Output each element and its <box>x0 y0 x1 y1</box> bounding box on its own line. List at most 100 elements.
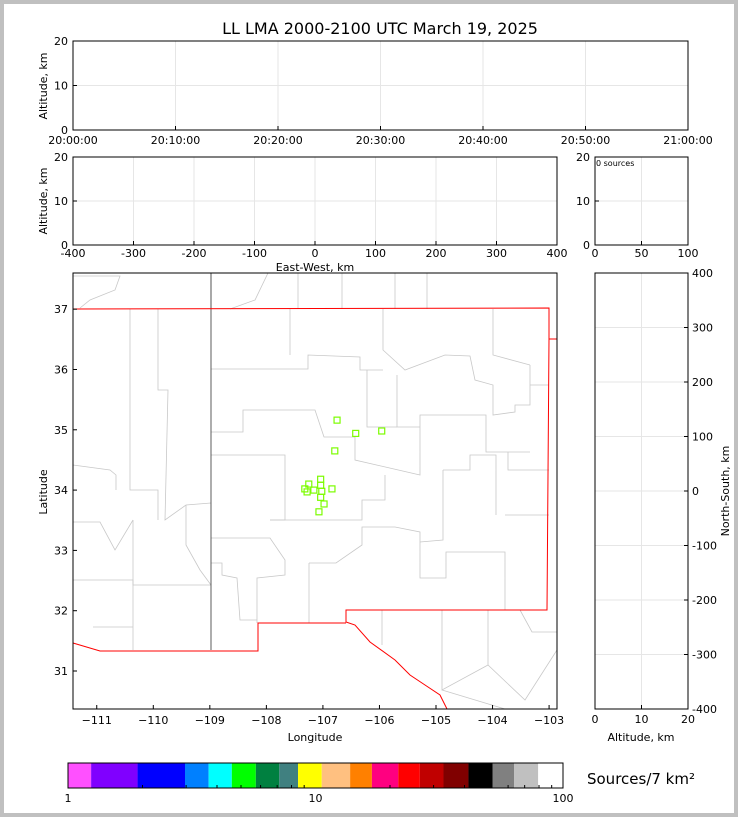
colorbar-segment <box>514 763 539 788</box>
y-tick-label: 20 <box>54 35 68 48</box>
x-axis-label: Altitude, km <box>607 731 674 744</box>
x-tick-label: 10 <box>635 713 649 726</box>
x-tick-label: 0 <box>312 247 319 260</box>
y-tick-label: -400 <box>692 703 717 716</box>
y-tick-label: 32 <box>54 605 68 618</box>
y-tick-label: 10 <box>576 195 590 208</box>
colorbar-segment <box>398 763 420 788</box>
y-axis-label: Altitude, km <box>37 52 50 119</box>
x-tick-label: −107 <box>308 714 338 727</box>
source-marker <box>378 427 386 435</box>
x-tick-label: 0 <box>592 247 599 260</box>
colorbar-segment <box>538 763 563 788</box>
x-tick-label: 0 <box>592 713 599 726</box>
y-axis-label: Altitude, km <box>37 167 50 234</box>
colorbar-segment <box>419 763 444 788</box>
colorbar-tick-label: 10 <box>309 792 323 805</box>
network-boundary <box>72 307 557 340</box>
y-tick-label: 0 <box>692 485 699 498</box>
plot-frame <box>594 156 689 246</box>
y-tick-label: 20 <box>54 151 68 164</box>
source-marker <box>317 493 325 501</box>
colorbar-frame <box>67 762 564 789</box>
plot-frame <box>594 272 689 710</box>
x-tick-label: 300 <box>486 247 507 260</box>
plan-view-map: −111 −110 −109 −108 −107 −106 −105 −104 −103 31 32… <box>37 272 564 744</box>
source-marker <box>318 487 326 495</box>
colorbar-segment <box>68 763 92 788</box>
x-tick-label: −108 <box>251 714 281 727</box>
x-tick-label: -200 <box>182 247 207 260</box>
colorbar-segment <box>492 763 515 788</box>
colorbar-tick-label: 1 <box>65 792 72 805</box>
source-marker <box>310 486 318 494</box>
x-tick-label: 20:10:00 <box>151 134 200 147</box>
x-tick-label: 100 <box>365 247 386 260</box>
x-tick-label: −111 <box>82 714 112 727</box>
x-tick-label: -100 <box>242 247 267 260</box>
x-tick-label: 20 <box>681 713 695 726</box>
x-tick-label: -400 <box>61 247 86 260</box>
source-marker <box>331 447 339 455</box>
x-tick-label: −104 <box>477 714 507 727</box>
county-boundaries <box>73 273 557 709</box>
plot-frame <box>72 156 558 246</box>
y-tick-label: 20 <box>576 151 590 164</box>
y-axis-label: North-South, km <box>719 446 732 537</box>
x-tick-label: −103 <box>534 714 564 727</box>
y-tick-label: 31 <box>54 665 68 678</box>
colorbar-segment <box>208 763 232 788</box>
source-marker <box>303 488 311 496</box>
colorbar-segment <box>468 763 493 788</box>
colorbar: 1 10 100 <box>65 762 574 805</box>
chart-title: LL LMA 2000-2100 UTC March 19, 2025 <box>222 19 538 38</box>
y-tick-label: 400 <box>692 267 713 280</box>
x-tick-label: 20:30:00 <box>356 134 405 147</box>
source-marker <box>315 508 323 516</box>
x-tick-label: 100 <box>678 247 699 260</box>
plot-frame <box>72 40 689 131</box>
y-axis-label: Latitude <box>37 469 50 515</box>
source-marker <box>352 429 360 438</box>
y-tick-label: 37 <box>54 303 68 316</box>
x-tick-label: −110 <box>138 714 168 727</box>
x-tick-label: −109 <box>195 714 225 727</box>
x-tick-label: −106 <box>364 714 394 727</box>
colorbar-segment <box>255 763 280 788</box>
y-tick-label: 34 <box>54 484 68 497</box>
y-tick-label: 33 <box>54 544 68 557</box>
x-tick-label: 400 <box>547 247 568 260</box>
histogram-panel: 0 50 100 0 10 20 0 sources <box>576 151 699 260</box>
east-west-panel: -400 -300 -200 -100 0 100 200 300 400 0 10 20 Altitu… <box>37 151 568 274</box>
y-tick-label: -200 <box>692 594 717 607</box>
colorbar-segment <box>185 763 209 788</box>
y-tick-label: 300 <box>692 322 713 335</box>
map-frame <box>72 272 558 710</box>
colorbar-segment <box>350 763 372 788</box>
x-tick-label: 20:00:00 <box>48 134 97 147</box>
colorbar-segment <box>298 763 322 788</box>
colorbar-segment <box>137 763 186 788</box>
colorbar-segment <box>371 763 399 788</box>
colorbar-segment <box>443 763 469 788</box>
colorbar-label: Sources/7 km² <box>587 770 695 788</box>
x-tick-label: 200 <box>426 247 447 260</box>
x-tick-label: 21:00:00 <box>663 134 712 147</box>
time-altitude-panel: 20:00:00 20:10:00 20:20:00 20:30:00 20:40:00… <box>37 35 713 147</box>
y-tick-label: 100 <box>692 431 713 444</box>
source-marker <box>320 500 328 508</box>
colorbar-tick-label: 100 <box>553 792 574 805</box>
source-marker <box>317 475 325 483</box>
network-boundary-east <box>345 338 550 710</box>
source-marker <box>305 480 313 488</box>
y-tick-label: 0 <box>61 239 68 252</box>
y-tick-label: 10 <box>54 195 68 208</box>
y-tick-label: 36 <box>54 363 68 376</box>
source-count-annotation: 0 sources <box>596 159 634 168</box>
altitude-north-south-panel: 0 10 20-400 -300 -200 -100 0 100 200 300 400 Altitu… <box>592 267 733 744</box>
colorbar-segment <box>321 763 351 788</box>
y-tick-label: -300 <box>692 649 717 662</box>
x-tick-label: 20:40:00 <box>458 134 507 147</box>
y-tick-label: 0 <box>61 124 68 137</box>
